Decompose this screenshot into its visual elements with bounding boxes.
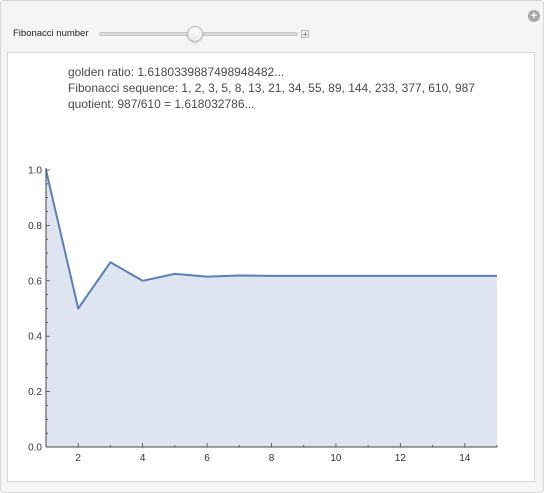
x-tick-label: 10 [330, 453, 342, 464]
y-tick-label: 0.2 [28, 387, 42, 398]
x-tick-label: 4 [140, 453, 146, 464]
x-tick-label: 2 [75, 453, 81, 464]
y-tick-label: 0.6 [28, 276, 42, 287]
fibonacci-sequence-text: Fibonacci sequence: 1, 2, 3, 5, 8, 13, 2… [68, 81, 475, 95]
y-tick-label: 0.4 [28, 332, 42, 343]
options-plus-icon[interactable]: + [528, 10, 540, 22]
y-tick-label: 0.8 [28, 221, 42, 232]
quotient-line [45, 169, 497, 310]
slider-expand-plus-icon[interactable] [301, 30, 309, 38]
slider-label: Fibonacci number [13, 28, 89, 39]
fibonacci-slider-thumb[interactable] [187, 26, 204, 42]
y-tick-label: 0.0 [28, 443, 42, 454]
quotient-text: quotient: 987/610 = 1.618032786... [68, 97, 255, 111]
area-fill [46, 170, 497, 447]
y-tick-label: 1.0 [28, 166, 42, 177]
x-tick-label: 6 [204, 453, 210, 464]
x-tick-label: 14 [459, 453, 471, 464]
x-tick-label: 8 [269, 453, 275, 464]
x-tick-label: 12 [395, 453, 407, 464]
golden-ratio-text: golden ratio: 1.6180339887498948482... [68, 65, 285, 79]
